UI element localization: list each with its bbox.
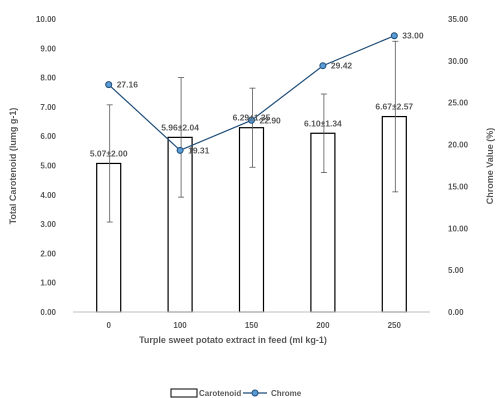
carotenoid-value-label: 6.29±1.35 bbox=[233, 113, 271, 123]
y-tick-label: 10.00 bbox=[36, 15, 57, 24]
y2-tick-label: 15.00 bbox=[448, 182, 469, 191]
chrome-line-layer bbox=[105, 32, 398, 154]
data-labels-layer: 5.07±2.00 5.96±2.04 6.29±1.35 6.10±1.34 6.67… bbox=[90, 31, 424, 159]
legend-chrome-label: Chrome bbox=[271, 389, 302, 398]
x-tick-label: 100 bbox=[173, 321, 187, 330]
x-tick-label: 200 bbox=[316, 321, 330, 330]
chrome-value-label: 33.00 bbox=[402, 31, 424, 41]
carotenoid-value-label: 5.96±2.04 bbox=[161, 122, 199, 132]
legend-chrome-marker bbox=[251, 389, 259, 397]
x-tick-label: 250 bbox=[388, 321, 402, 330]
carotenoid-bar-150 bbox=[238, 127, 265, 313]
y2-tick-label: 30.00 bbox=[448, 57, 469, 66]
right-axis: 0.00 5.00 10.00 15.00 20.00 25.00 30.00 35.00 bbox=[448, 15, 469, 317]
bars-layer bbox=[96, 115, 407, 313]
y-tick-label: 0.00 bbox=[40, 308, 56, 317]
y-tick-label: 9.00 bbox=[40, 44, 56, 53]
carotenoid-value-label: 6.67±2.57 bbox=[375, 102, 413, 112]
chrome-value-label: 29.42 bbox=[331, 61, 353, 71]
y-axis-title: Total Carotenoid (lumg g-1) bbox=[8, 108, 18, 225]
y-tick-label: 2.00 bbox=[40, 249, 56, 258]
y-tick-label: 6.00 bbox=[40, 132, 56, 141]
carotenoid-bar-100 bbox=[167, 136, 193, 313]
chrome-point-100 bbox=[176, 146, 184, 154]
y-tick-label: 3.00 bbox=[40, 220, 56, 229]
y2-tick-label: 10.00 bbox=[448, 224, 469, 233]
carotenoid-bar-250 bbox=[381, 115, 407, 313]
carotenoid-value-label: 5.07±2.00 bbox=[90, 148, 128, 158]
y2-tick-label: 5.00 bbox=[448, 266, 464, 275]
error-bars-layer bbox=[106, 40, 399, 223]
legend: Carotenoid Chrome bbox=[170, 388, 302, 398]
chrome-point-200 bbox=[319, 62, 327, 70]
carotenoid-bar-200 bbox=[310, 132, 336, 313]
y-tick-label: 5.00 bbox=[40, 162, 56, 171]
chrome-value-label: 22.90 bbox=[260, 115, 282, 125]
chrome-value-label: 27.16 bbox=[117, 80, 139, 90]
y2-tick-label: 35.00 bbox=[448, 15, 469, 24]
legend-carotenoid-label: Carotenoid bbox=[199, 389, 241, 398]
x-tick-label: 0 bbox=[106, 321, 111, 330]
carotenoid-bar-0 bbox=[96, 162, 122, 313]
x-axis: 0 100 150 200 250 bbox=[73, 311, 430, 330]
chrome-point-250 bbox=[390, 32, 398, 40]
legend-carotenoid-swatch bbox=[170, 388, 198, 398]
y-tick-label: 8.00 bbox=[40, 74, 56, 83]
y2-tick-label: 25.00 bbox=[448, 99, 469, 108]
y2-tick-label: 20.00 bbox=[448, 141, 469, 150]
y2-axis-title: Chrome Value (%) bbox=[485, 128, 495, 205]
left-axis: 0.00 1.00 2.00 3.00 4.00 5.00 6.00 7.00 8.00 9.00… bbox=[36, 15, 57, 317]
carotenoid-value-label: 6.10±1.34 bbox=[304, 118, 342, 128]
y-tick-label: 7.00 bbox=[40, 103, 56, 112]
y-tick-label: 4.00 bbox=[40, 191, 56, 200]
chrome-point-150 bbox=[248, 116, 255, 124]
chrome-point-0 bbox=[105, 81, 113, 89]
x-axis-title: Turple sweet potato extract in feed (ml … bbox=[139, 335, 327, 345]
y2-tick-label: 0.00 bbox=[448, 308, 464, 317]
chrome-value-label: 19.31 bbox=[188, 145, 210, 155]
x-tick-label: 150 bbox=[245, 321, 259, 330]
y-tick-label: 1.00 bbox=[40, 279, 56, 288]
